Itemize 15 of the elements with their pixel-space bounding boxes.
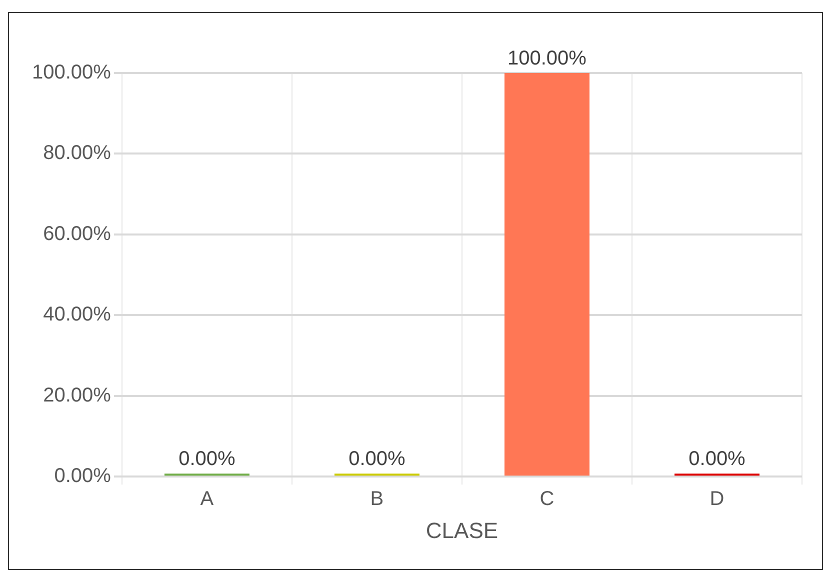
y-tick-label: 20.00% [43,384,112,406]
y-tick-label: 0.00% [54,465,112,488]
y-tick-label: 40.00% [43,304,112,326]
y-tick-label: 60.00% [43,222,112,245]
x-tick-label: B [370,488,384,510]
data-label: 0.00% [688,448,746,470]
x-tick-label: C [540,488,554,510]
data-label: 0.00% [178,448,236,470]
x-axis-title: CLASE [426,518,498,543]
x-tick-label: A [200,488,214,510]
x-tick-label: D [710,488,724,510]
y-tick-label: 80.00% [43,142,112,164]
data-label: 0.00% [348,448,406,470]
data-label: 100.00% [508,48,587,70]
y-tick-label: 100.00% [32,62,112,84]
